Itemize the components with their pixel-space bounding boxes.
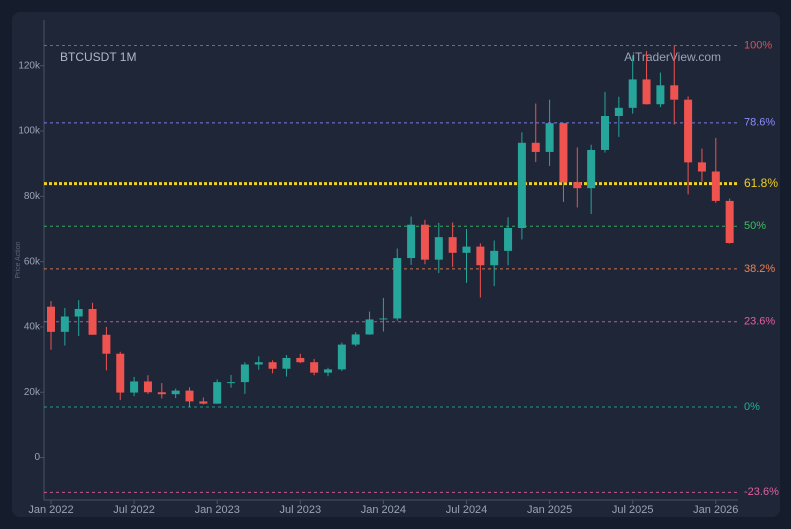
candle-body [157,392,166,395]
chart-title: BTCUSDT 1M [60,50,136,64]
candle-body [393,258,402,319]
fib-label: 38.2% [744,263,775,275]
candle-body [614,107,623,116]
fib-label: 61.8% [744,176,778,190]
candle-body [448,237,457,253]
fib-label: -23.6% [744,486,779,498]
y-tick-label: 80k [24,191,41,202]
candle-body [476,246,485,266]
fib-label: 100% [744,39,772,51]
x-tick-label: Jul 2023 [280,504,322,516]
candle-body [171,390,180,395]
candle-body [573,182,582,189]
candle-body [531,142,540,152]
candle-body [268,362,277,369]
candle-body [587,149,596,189]
y-tick-label: 120k [18,60,41,71]
candle-body [337,344,346,370]
candle-body [697,162,706,172]
candle-body [601,116,609,150]
fib-label: 0% [744,401,760,413]
candle-body [213,382,222,404]
y-tick-label: 20k [24,387,41,398]
candle-body [227,382,236,384]
y-tick-label: 100k [18,126,41,137]
y-tick-label: 0 [34,452,40,463]
candle-body [462,246,471,253]
fib-label: 78.6% [744,117,775,129]
x-tick-label: Jan 2026 [693,504,738,516]
candle-body [365,319,374,335]
candle-body [47,306,55,332]
candle-body [102,334,111,354]
fib-label: 23.6% [744,316,775,328]
candle-body [711,171,720,201]
y-axis-label: Price Action [15,241,22,278]
candle-body [143,381,152,393]
candle-body [504,228,513,251]
candle-body [559,123,568,183]
candle-body [88,308,97,335]
x-tick-label: Jul 2022 [113,504,155,516]
x-tick-label: Jan 2025 [527,504,572,516]
fib-label: 50% [744,220,766,232]
candle-body [490,250,499,266]
candle-body [199,401,208,404]
x-tick-label: Jul 2024 [446,504,488,516]
candle-body [282,357,291,369]
candle-body [351,334,360,345]
candle-body [324,369,332,373]
candle-body [407,224,416,259]
x-tick-label: Jan 2022 [28,504,73,516]
candle-body [434,237,443,260]
candle-body [517,142,526,228]
candle-body [296,357,305,363]
candle-body [420,224,429,260]
candle-body [74,308,83,317]
y-tick-label: 40k [24,322,41,333]
candle-body [642,79,651,105]
candle-body [254,362,263,365]
candle-body [240,364,249,383]
candle-body [684,99,693,163]
candle-body [130,381,139,393]
x-tick-label: Jan 2023 [195,504,240,516]
x-tick-label: Jul 2025 [612,504,654,516]
x-tick-label: Jan 2024 [361,504,406,516]
candle-body [310,362,319,373]
candle-body [628,79,637,108]
candle-body [656,85,665,105]
candle-body [60,316,69,332]
candle-body [725,200,734,244]
y-tick-label: 60k [24,256,41,267]
candle-body [545,123,554,152]
candle-body [116,353,125,393]
watermark: AiTraderView.com [624,50,721,64]
candle-body [185,390,194,402]
candle-body [670,85,679,100]
candle-body [379,318,388,320]
